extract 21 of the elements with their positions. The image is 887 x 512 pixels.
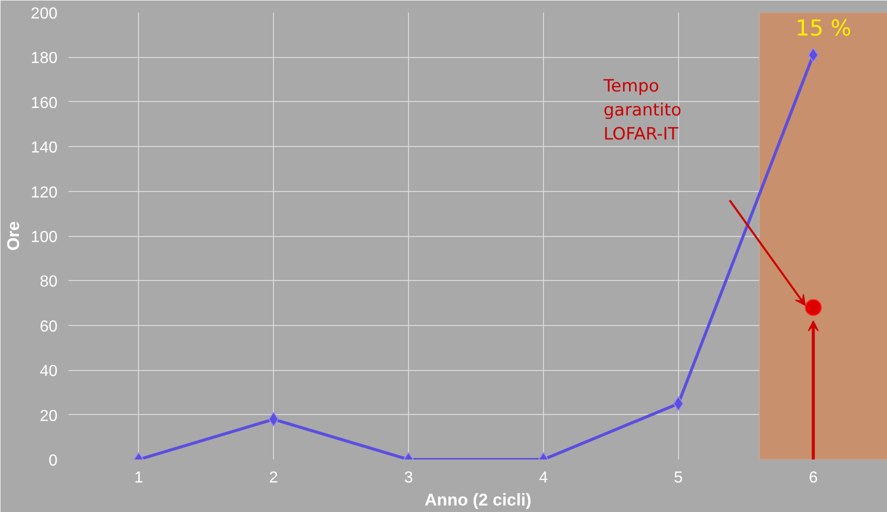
y-tick-label: 20 [40,408,58,425]
x-tick-label: 2 [269,470,278,486]
x-tick-label: 1 [134,470,144,486]
y-tick-label: 160 [30,94,58,112]
x-tick-label: 3 [404,470,414,486]
y-tick-label: 60 [40,318,58,336]
x-tick-label: 5 [674,470,683,486]
y-axis-title: Ore [4,221,23,251]
x-tick-label: 6 [808,470,818,486]
y-tick-label: 100 [30,229,58,246]
x-axis-title: Anno (2 cicli) [424,490,532,510]
annotation: Tempo garantito LOFAR-IT [602,76,682,144]
y-tick-label: 40 [40,363,58,380]
y-tick-label: 180 [30,50,58,68]
y-tick-label: 80 [40,274,58,291]
band-label: 15 % [795,16,852,42]
y-tick-label: 0 [48,452,58,470]
y-tick-label: 200 [30,6,58,22]
y-tick-label: 140 [30,140,58,157]
x-tick-label: 4 [538,470,548,486]
y-tick-label: 120 [30,184,58,202]
